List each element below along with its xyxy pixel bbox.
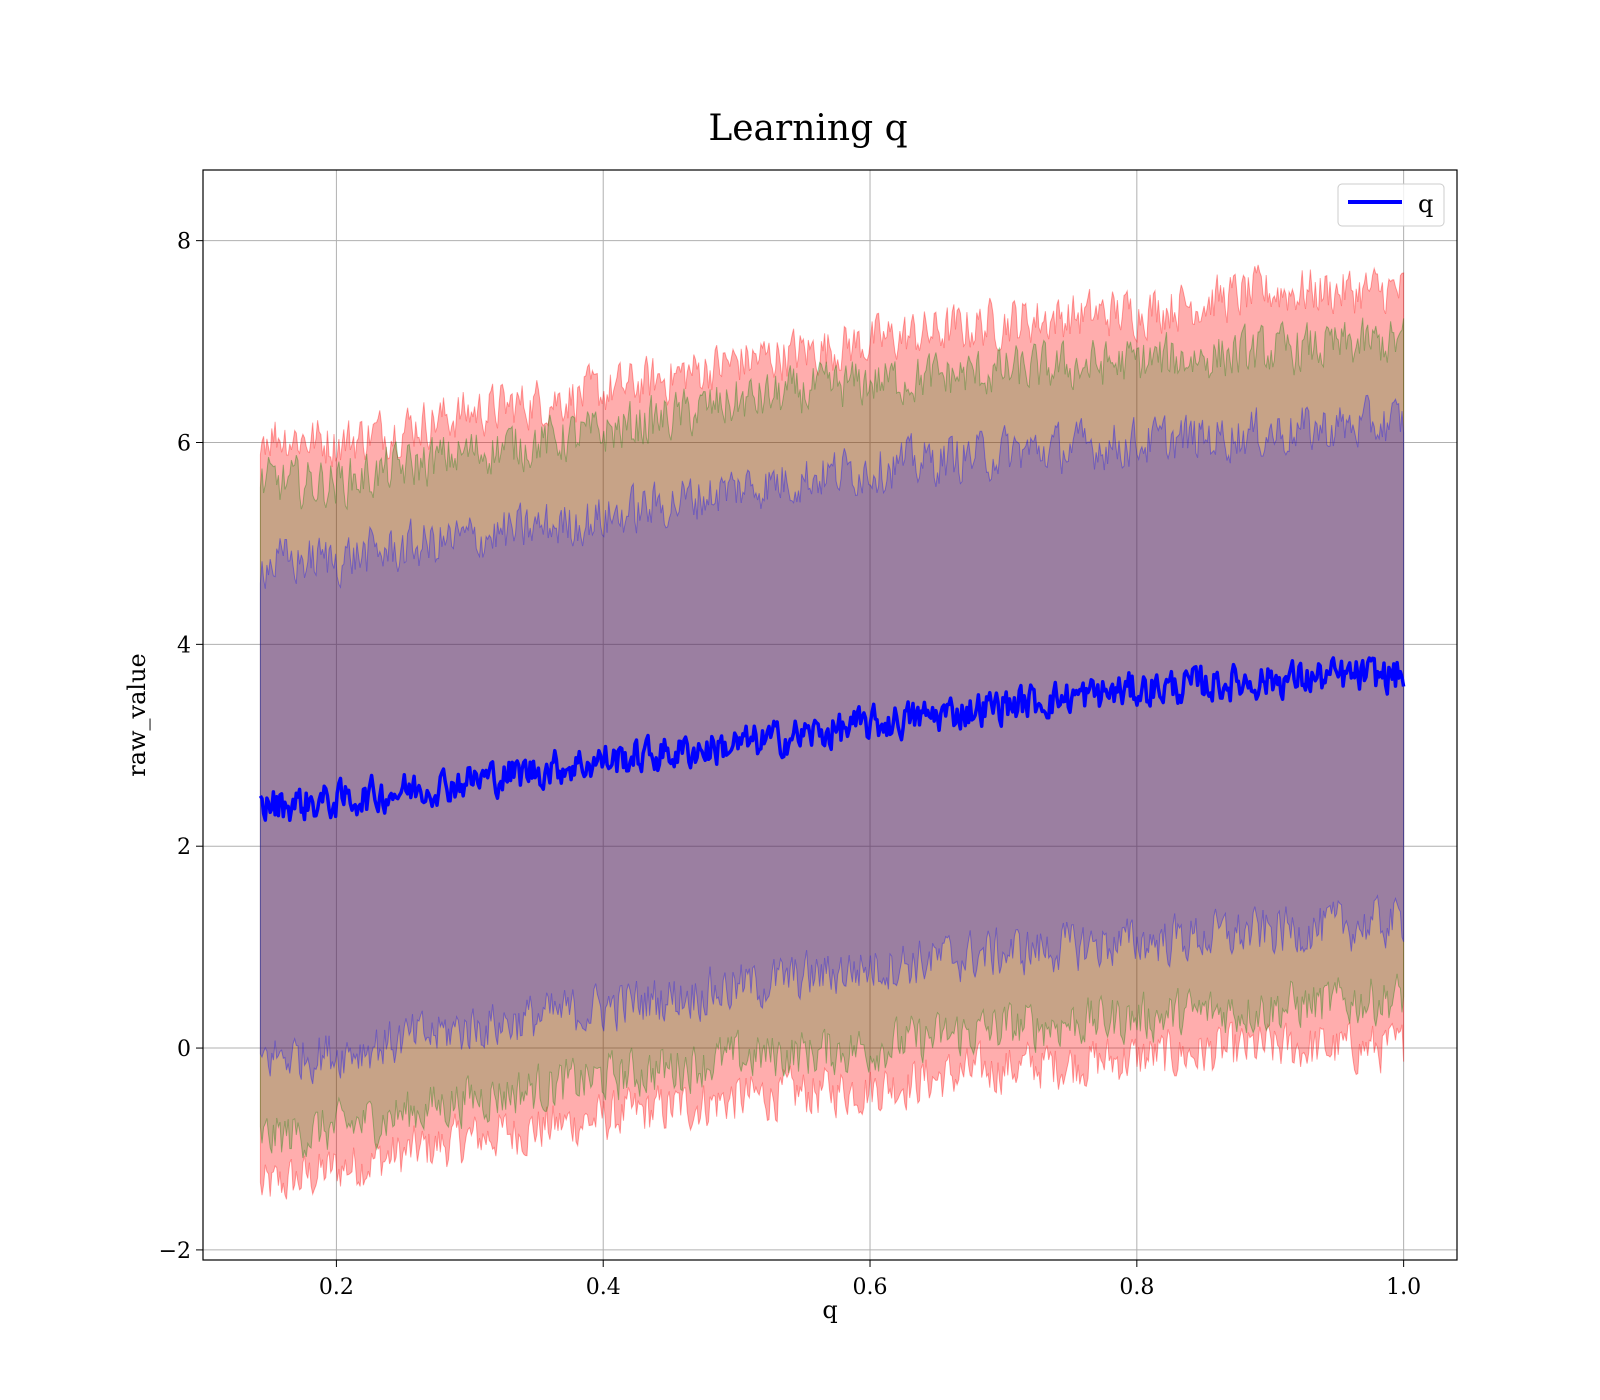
- y-tick-label: 0: [177, 1037, 191, 1062]
- y-tick-label: 6: [177, 432, 191, 457]
- legend: q: [1337, 183, 1445, 227]
- y-tick-label: 8: [177, 230, 191, 255]
- chart-title: Learning q: [708, 108, 907, 149]
- y-axis-ticks: −2 0 2 4 6 8: [159, 230, 203, 1264]
- y-tick-label: −2: [159, 1239, 191, 1264]
- x-tick-label: 1.0: [1386, 1275, 1421, 1300]
- y-tick-label: 2: [177, 835, 191, 860]
- x-tick-label: 0.2: [319, 1275, 354, 1300]
- x-axis-label: q: [822, 1296, 837, 1324]
- legend-label: q: [1418, 190, 1433, 218]
- x-tick-label: 0.8: [1119, 1275, 1154, 1300]
- x-tick-label: 0.4: [586, 1275, 621, 1300]
- y-tick-label: 4: [177, 633, 191, 658]
- x-axis-ticks: 0.2 0.4 0.6 0.8 1.0: [319, 1260, 1421, 1300]
- y-axis-label: raw_value: [123, 653, 151, 777]
- series-lines: [258, 656, 1406, 823]
- legend-box: [1337, 183, 1445, 227]
- series-line-q: [258, 656, 1406, 823]
- x-tick-label: 0.6: [853, 1275, 888, 1300]
- plot-frame: [202, 169, 1458, 1261]
